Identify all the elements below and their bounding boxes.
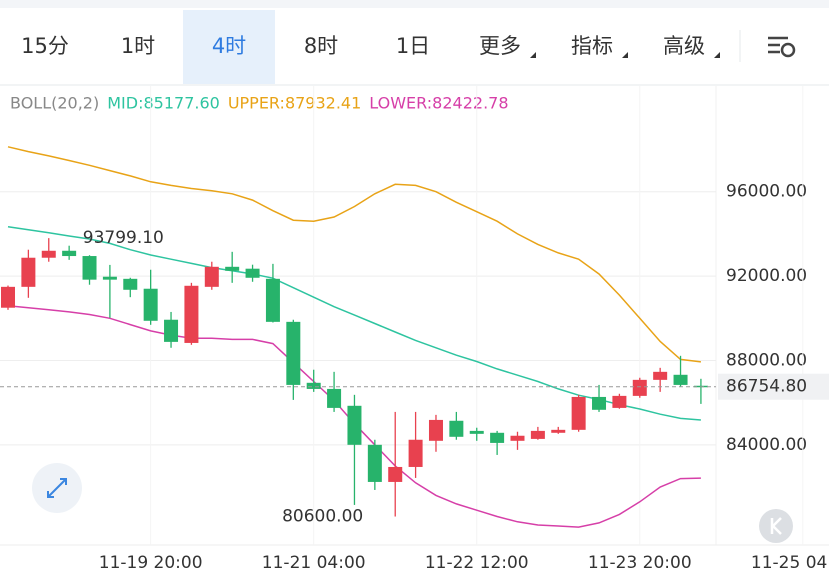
tab-label: 1时 <box>121 34 155 58</box>
tab-active-bg <box>183 10 275 84</box>
candle-body <box>347 405 362 445</box>
candle-body <box>82 256 97 280</box>
dropdown-arrow <box>714 52 720 58</box>
y-tick-label: 84000.00 <box>726 435 807 455</box>
settings-icon[interactable] <box>768 36 796 58</box>
candle-body <box>327 388 342 408</box>
tab[interactable]: 8时 <box>304 34 338 58</box>
last-price-label: 86754.80 <box>726 377 807 397</box>
candle-body <box>225 266 240 271</box>
candle-body <box>388 466 403 482</box>
candle-body <box>102 276 117 280</box>
candle-body <box>408 439 423 467</box>
tab-label: 4时 <box>212 34 246 58</box>
expand-button[interactable] <box>32 463 82 513</box>
tab-label: 高级 <box>663 34 705 58</box>
candle-body <box>530 430 545 439</box>
candle-body <box>428 419 443 441</box>
legend-entry: UPPER:87932.41 <box>228 94 361 113</box>
candle-body <box>673 374 688 385</box>
tab[interactable]: 指标 <box>571 34 628 58</box>
x-tick-label: 11-23 20:00 <box>588 553 692 573</box>
candle-body <box>306 382 321 389</box>
candle-body <box>592 396 607 410</box>
candle-body <box>571 396 586 430</box>
candle-body <box>184 285 199 343</box>
candle-body <box>612 395 627 408</box>
dropdown-arrow <box>622 52 628 58</box>
legend-entry: MID:85177.60 <box>107 94 220 113</box>
tab-label: 指标 <box>571 34 613 58</box>
x-tick-label: 11-22 12:00 <box>425 553 529 573</box>
legend-entry: LOWER:82422.78 <box>369 94 508 113</box>
tab[interactable]: 15分 <box>21 34 69 58</box>
candle-body <box>265 278 280 322</box>
indicator-label: BOLL(20,2) <box>10 94 99 113</box>
candle-body <box>551 429 566 433</box>
y-tick-label: 92000.00 <box>726 266 807 286</box>
k-button[interactable] <box>759 509 793 543</box>
last-price-box <box>718 373 829 400</box>
tab[interactable]: 更多 <box>479 34 536 58</box>
candle-body <box>286 321 301 385</box>
candle-body <box>245 268 260 278</box>
candle-body <box>21 257 36 287</box>
tab[interactable]: 1时 <box>121 34 155 58</box>
candle-body <box>367 444 382 482</box>
high-label: 93799.10 <box>83 228 164 248</box>
dropdown-arrow <box>530 52 536 58</box>
candle-body <box>632 379 647 396</box>
y-tick-label: 88000.00 <box>726 350 807 370</box>
tab-label: 1日 <box>396 34 430 58</box>
candle-body <box>490 432 505 443</box>
candle-body <box>469 430 484 434</box>
low-label: 80600.00 <box>282 507 363 527</box>
tab-label: 更多 <box>479 34 521 58</box>
bollinger-line <box>7 225 701 421</box>
candle-body <box>1 286 15 308</box>
candle-body <box>204 266 219 287</box>
top-strip <box>0 0 829 8</box>
button-bg <box>759 509 793 543</box>
candle-body <box>62 250 77 257</box>
candle-body <box>510 435 525 441</box>
candle-body <box>41 250 56 258</box>
tab[interactable]: 1日 <box>396 34 430 58</box>
tab[interactable]: 4时 <box>183 10 275 84</box>
candle-body <box>449 420 464 437</box>
candle-body <box>164 319 179 342</box>
expand-icon <box>47 478 67 498</box>
icon-gear <box>780 42 796 58</box>
x-tick-label: 11-19 20:00 <box>99 553 203 573</box>
x-tick-label: 11-21 04:00 <box>262 553 366 573</box>
tab-label: 8时 <box>304 34 338 58</box>
k-icon <box>770 517 782 535</box>
tab[interactable]: 高级 <box>663 34 720 58</box>
x-tick-label: 11-25 04:00 <box>751 553 829 573</box>
candle-body <box>123 278 138 290</box>
y-tick-label: 96000.00 <box>726 182 807 202</box>
candle-body <box>653 371 668 380</box>
candle-body <box>143 288 158 321</box>
tab-label: 15分 <box>21 34 69 58</box>
bollinger-line <box>7 146 701 363</box>
